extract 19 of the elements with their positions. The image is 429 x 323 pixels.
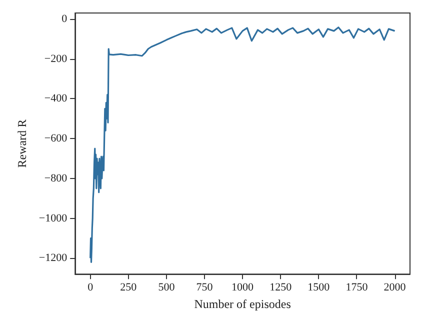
y-tick-label: 0 — [62, 12, 68, 25]
x-tick-label: 1250 — [270, 282, 292, 294]
x-tick-label: 0 — [88, 282, 94, 294]
x-tick-label: 1750 — [346, 282, 368, 294]
y-tick-label: −200 — [44, 52, 68, 65]
y-tick-label: −600 — [44, 132, 68, 145]
x-tick-label: 1000 — [232, 282, 254, 294]
y-tick-label: −800 — [44, 172, 68, 184]
x-tick-label: 1500 — [308, 282, 330, 294]
x-axis-title: Number of episodes — [194, 297, 292, 311]
line-series — [90, 26, 396, 263]
x-tick-label: 250 — [120, 282, 138, 294]
x-tick-label: 750 — [196, 282, 214, 294]
y-tick-label: −400 — [44, 92, 68, 105]
y-tick-label: −1000 — [38, 212, 68, 224]
y-axis-title: Reward R — [15, 119, 29, 168]
x-tick-label: 500 — [158, 282, 176, 294]
x-tick-label: 2000 — [384, 282, 406, 294]
y-tick-label: −1200 — [38, 252, 68, 264]
